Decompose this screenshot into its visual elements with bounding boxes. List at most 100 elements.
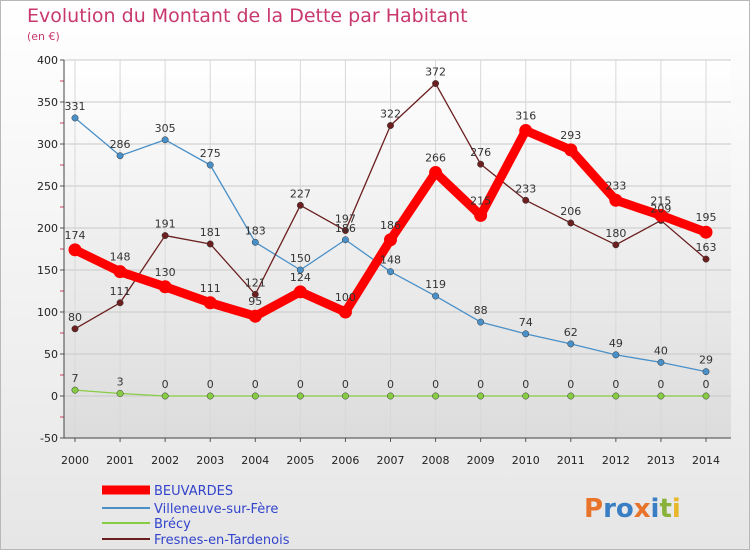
data-label-fresnes-en-tardenois: 227 — [290, 187, 311, 200]
point-beuvardes — [474, 208, 488, 222]
data-label-villeneuve-sur-fere: 148 — [380, 254, 401, 267]
x-tick-label: 2010 — [512, 454, 540, 467]
point-villeneuve-sur-fere — [567, 340, 575, 348]
point-beuvardes — [203, 296, 217, 310]
data-label-villeneuve-sur-fere: 119 — [425, 278, 446, 291]
data-label-fresnes-en-tardenois: 233 — [515, 182, 536, 195]
data-label-beuvardes: 95 — [248, 295, 262, 308]
point-beuvardes — [519, 124, 533, 138]
point-beuvardes — [384, 233, 397, 247]
data-label-villeneuve-sur-fere: 40 — [654, 344, 668, 357]
point-beuvardes — [338, 305, 352, 319]
data-label-beuvardes: 293 — [560, 129, 581, 142]
point-fresnes-en-tardenois — [432, 80, 440, 87]
point-villeneuve-sur-fere — [387, 268, 394, 276]
point-fresnes-en-tardenois — [161, 232, 169, 240]
data-label-brecy: 0 — [612, 378, 619, 391]
data-label-beuvardes: 186 — [380, 219, 401, 232]
x-tick-label: 2007 — [377, 454, 405, 467]
data-label-fresnes-en-tardenois: 180 — [605, 227, 626, 240]
point-beuvardes — [293, 285, 307, 299]
y-tick-label: -50 — [40, 432, 58, 445]
point-beuvardes — [564, 143, 578, 157]
point-brecy — [702, 392, 710, 400]
point-beuvardes — [654, 208, 668, 222]
data-label-villeneuve-sur-fere: 183 — [245, 224, 266, 237]
point-fresnes-en-tardenois — [251, 290, 259, 298]
data-label-fresnes-en-tardenois: 121 — [245, 276, 266, 289]
point-brecy — [567, 392, 575, 400]
data-label-villeneuve-sur-fere: 49 — [609, 337, 623, 350]
y-tick-label: 0 — [51, 390, 58, 403]
data-label-brecy: 0 — [387, 378, 394, 391]
y-tick-label: 100 — [37, 306, 58, 319]
point-fresnes-en-tardenois — [477, 160, 485, 168]
x-tick-label: 2011 — [557, 454, 585, 467]
point-brecy — [296, 392, 304, 400]
data-label-villeneuve-sur-fere: 62 — [564, 326, 578, 339]
x-tick-label: 2002 — [151, 454, 179, 467]
data-label-beuvardes: 316 — [515, 110, 536, 123]
point-fresnes-en-tardenois — [702, 255, 710, 263]
x-tick-label: 2001 — [106, 454, 134, 467]
logo: Proxiti — [584, 494, 681, 524]
data-label-brecy: 0 — [297, 378, 304, 391]
data-label-brecy: 0 — [162, 378, 169, 391]
data-label-fresnes-en-tardenois: 80 — [68, 311, 82, 324]
data-label-brecy: 3 — [117, 375, 124, 388]
data-label-beuvardes: 215 — [650, 194, 671, 207]
point-brecy — [477, 392, 485, 400]
data-label-beuvardes: 111 — [200, 282, 221, 295]
data-label-brecy: 0 — [657, 378, 664, 391]
legend-label: Brécy — [154, 517, 191, 532]
point-villeneuve-sur-fere — [702, 368, 710, 376]
point-beuvardes — [609, 193, 623, 207]
x-tick-label: 2006 — [331, 454, 359, 467]
data-label-beuvardes: 100 — [335, 291, 356, 304]
point-villeneuve-sur-fere — [161, 136, 169, 144]
data-label-beuvardes: 148 — [110, 251, 131, 264]
data-label-beuvardes: 233 — [605, 179, 626, 192]
legend-label: Fresnes-en-Tardenois — [154, 533, 290, 548]
point-beuvardes — [68, 243, 82, 257]
data-label-fresnes-en-tardenois: 276 — [470, 146, 491, 159]
point-villeneuve-sur-fere — [296, 266, 304, 274]
data-label-brecy: 7 — [72, 372, 79, 385]
x-tick-label: 2005 — [286, 454, 314, 467]
data-label-villeneuve-sur-fere: 88 — [474, 304, 488, 317]
point-fresnes-en-tardenois — [206, 240, 214, 248]
point-villeneuve-sur-fere — [657, 358, 665, 366]
point-fresnes-en-tardenois — [387, 122, 394, 129]
point-beuvardes — [429, 166, 443, 180]
point-villeneuve-sur-fere — [116, 152, 124, 160]
point-brecy — [161, 392, 169, 400]
point-fresnes-en-tardenois — [522, 196, 530, 204]
data-label-brecy: 0 — [567, 378, 574, 391]
x-tick-label: 2008 — [422, 454, 450, 467]
point-beuvardes — [248, 309, 262, 323]
data-label-villeneuve-sur-fere: 29 — [699, 354, 713, 367]
data-label-beuvardes: 124 — [290, 271, 311, 284]
data-label-beuvardes: 174 — [65, 229, 86, 242]
x-tick-label: 2012 — [602, 454, 630, 467]
data-label-brecy: 0 — [207, 378, 214, 391]
data-label-fresnes-en-tardenois: 209 — [650, 202, 671, 215]
x-tick-label: 2004 — [241, 454, 269, 467]
chart-title: Evolution du Montant de la Dette par Hab… — [27, 5, 468, 27]
point-brecy — [116, 390, 124, 397]
data-label-fresnes-en-tardenois: 372 — [425, 66, 446, 79]
point-villeneuve-sur-fere — [251, 238, 259, 246]
data-label-villeneuve-sur-fere: 275 — [200, 147, 221, 160]
point-brecy — [387, 392, 394, 400]
data-label-beuvardes: 266 — [425, 152, 446, 165]
data-label-villeneuve-sur-fere: 305 — [155, 122, 176, 135]
data-label-fresnes-en-tardenois: 206 — [560, 205, 581, 218]
x-tick-label: 2013 — [647, 454, 675, 467]
y-tick-label: 400 — [37, 54, 58, 67]
data-label-villeneuve-sur-fere: 186 — [335, 222, 356, 235]
point-brecy — [522, 392, 530, 400]
x-tick-label: 2003 — [196, 454, 224, 467]
